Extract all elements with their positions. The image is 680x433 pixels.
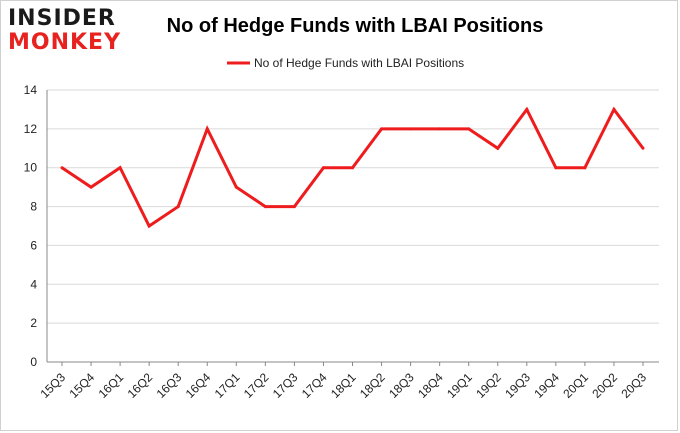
data-point xyxy=(380,127,384,131)
data-point xyxy=(409,127,413,131)
data-point xyxy=(321,166,325,170)
x-tick-label: 20Q3 xyxy=(618,370,649,401)
data-point xyxy=(147,224,151,228)
logo-line-1: INSIDER xyxy=(8,6,116,31)
logo-line-2: MONKEY xyxy=(8,30,122,55)
gridlines xyxy=(46,89,659,363)
x-axis-ticks: 15Q315Q416Q116Q216Q316Q417Q117Q217Q317Q4… xyxy=(37,362,649,401)
x-tick-label: 16Q2 xyxy=(125,370,156,401)
x-tick-label: 18Q3 xyxy=(386,370,417,401)
data-point xyxy=(612,107,616,111)
x-tick-label: 15Q3 xyxy=(37,370,68,401)
data-point xyxy=(351,166,354,170)
x-tick-label: 17Q3 xyxy=(270,370,301,401)
data-point xyxy=(263,205,267,209)
x-tick-label: 19Q4 xyxy=(531,370,562,401)
chart-title: No of Hedge Funds with LBAI Positions xyxy=(166,15,544,37)
data-point xyxy=(525,107,529,111)
x-tick-label: 18Q4 xyxy=(415,370,446,401)
y-tick-label: 10 xyxy=(24,161,38,175)
data-point xyxy=(438,127,442,131)
y-tick-label: 6 xyxy=(30,238,37,252)
x-tick-label: 19Q3 xyxy=(502,370,533,401)
x-tick-label: 17Q4 xyxy=(299,370,330,401)
data-point xyxy=(234,185,238,189)
y-tick-label: 12 xyxy=(24,122,38,136)
data-point xyxy=(205,127,209,131)
x-tick-label: 17Q2 xyxy=(241,370,272,401)
x-tick-label: 18Q1 xyxy=(328,370,359,401)
y-tick-label: 8 xyxy=(30,200,37,214)
data-point xyxy=(292,205,296,209)
x-tick-label: 16Q3 xyxy=(154,370,185,401)
data-point xyxy=(496,146,500,150)
y-tick-label: 2 xyxy=(30,316,37,330)
insider-monkey-logo: INSIDER MONKEY xyxy=(8,8,121,54)
legend: No of Hedge Funds with LBAI Positions xyxy=(227,56,464,70)
data-point xyxy=(118,166,122,170)
x-tick-label: 18Q2 xyxy=(357,370,388,401)
data-point xyxy=(60,166,64,170)
data-point xyxy=(554,166,558,170)
data-point xyxy=(89,185,93,189)
data-point xyxy=(176,205,180,209)
x-tick-label: 15Q4 xyxy=(67,370,98,401)
x-tick-label: 20Q2 xyxy=(589,370,620,401)
x-tick-label: 17Q1 xyxy=(212,370,243,401)
x-tick-label: 19Q1 xyxy=(444,370,475,401)
data-point xyxy=(467,127,471,131)
x-tick-label: 16Q4 xyxy=(183,370,214,401)
y-axis-ticks: 0 2 4 6 8 10 12 14 xyxy=(24,83,38,369)
x-tick-label: 20Q1 xyxy=(560,370,591,401)
data-point xyxy=(583,166,587,170)
data-point xyxy=(641,146,645,150)
y-tick-label: 4 xyxy=(30,277,37,291)
y-tick-label: 0 xyxy=(30,355,37,369)
legend-label: No of Hedge Funds with LBAI Positions xyxy=(254,56,464,70)
series-group xyxy=(60,106,645,229)
y-tick-label: 14 xyxy=(24,83,38,97)
x-tick-label: 16Q1 xyxy=(96,370,127,401)
x-tick-label: 19Q2 xyxy=(473,370,504,401)
